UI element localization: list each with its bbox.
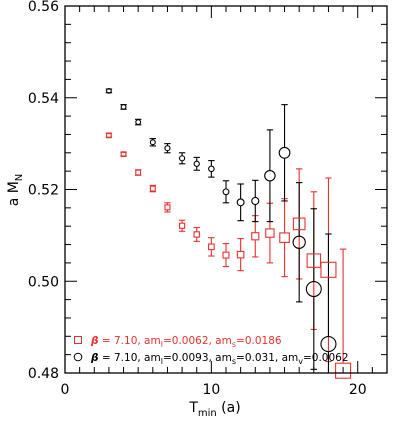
- legend-marker-square: [74, 336, 82, 344]
- data-point-square: [306, 253, 322, 268]
- legend-subscript: s: [232, 357, 236, 366]
- error-bar: [237, 183, 244, 222]
- legend-subscript: l: [161, 340, 163, 349]
- error-bar: [339, 248, 347, 364]
- legend-subscript: l: [161, 357, 163, 366]
- y-tick-label: 0.48: [28, 366, 59, 382]
- legend-beta-symbol: β: [90, 352, 99, 364]
- legend-text-part: =0.0062: [303, 352, 349, 364]
- legend-subscript: v: [298, 357, 303, 366]
- legend-label: β = 7.10, aml=0.0093, ams=0.031, amv=0.0…: [90, 352, 349, 366]
- tick-labels-group: 0 10 20 0.48 0.50 0.52 0.54 0.56: [28, 0, 367, 398]
- data-point-circle: [135, 119, 142, 125]
- markers-group: [106, 87, 352, 379]
- error-bars-group: [105, 88, 347, 373]
- error-bar: [208, 237, 215, 257]
- data-point-circle: [120, 104, 127, 110]
- y-axis-title: a MN: [6, 174, 25, 207]
- error-bar: [222, 243, 230, 268]
- legend-label: β = 7.10, aml=0.0062, ams=0.0186: [90, 335, 282, 349]
- y-axis-title-subscript: N: [14, 174, 25, 181]
- y-tick-label: 0.56: [28, 0, 59, 15]
- data-point-square: [251, 232, 260, 241]
- data-point-square: [292, 217, 306, 231]
- error-bar: [266, 129, 274, 223]
- data-point-circle: [264, 169, 276, 182]
- error-bar: [281, 104, 288, 202]
- y-tick-label: 0.54: [28, 91, 59, 107]
- y-tick-label: 0.50: [28, 274, 59, 290]
- error-bar: [193, 156, 200, 171]
- data-point-square: [135, 169, 142, 176]
- data-point-circle: [178, 155, 186, 162]
- data-point-square: [193, 231, 200, 238]
- legend-subscript: s: [232, 340, 236, 349]
- data-point-circle: [149, 139, 156, 146]
- data-point-square: [279, 232, 290, 243]
- data-point-circle: [320, 336, 337, 353]
- x-axis-title-subscript: min: [198, 408, 217, 419]
- data-point-circle: [292, 235, 306, 249]
- data-point-circle: [164, 145, 171, 152]
- data-point-circle: [106, 87, 112, 94]
- legend-text-part: =0.0062, am: [163, 335, 232, 347]
- legend-text-part: =0.0093, am: [163, 352, 232, 364]
- legend-text-part: =0.031, am: [236, 352, 298, 364]
- error-bar: [237, 238, 244, 272]
- y-axis-title-main: a M: [6, 181, 22, 206]
- error-bar: [222, 180, 230, 204]
- data-point-circle: [193, 160, 200, 167]
- x-axis-title: Tmin (a): [188, 400, 240, 419]
- data-point-circle: [305, 281, 322, 298]
- data-point-circle: [222, 188, 230, 196]
- data-point-square: [178, 222, 186, 229]
- plot-frame: [64, 5, 388, 374]
- data-point-square: [265, 228, 275, 238]
- data-point-square: [164, 204, 171, 211]
- legend-marker-circle: [73, 352, 83, 362]
- legend-text-part: = 7.10, am: [99, 335, 161, 347]
- data-point-square: [208, 243, 215, 251]
- data-point-circle: [278, 146, 291, 159]
- x-tick-label: 0: [61, 382, 70, 398]
- x-tick-label: 20: [349, 382, 367, 398]
- error-bar: [208, 160, 215, 178]
- data-point-square: [106, 132, 112, 139]
- data-point-square: [335, 362, 352, 379]
- x-axis-title-unit: (a): [217, 400, 241, 416]
- x-tick-label: 10: [202, 382, 220, 398]
- data-point-circle: [208, 165, 215, 173]
- error-bar: [252, 179, 259, 223]
- legend-beta-symbol: β: [90, 335, 99, 347]
- y-tick-label: 0.52: [28, 183, 59, 199]
- data-point-circle: [251, 196, 260, 206]
- data-point-square: [236, 250, 245, 259]
- error-bar: [193, 227, 200, 242]
- axis-ticks-group: [64, 5, 388, 374]
- data-point-square: [320, 261, 337, 278]
- x-axis-title-main: T: [188, 400, 198, 416]
- data-point-square: [149, 185, 156, 192]
- error-bar: [295, 182, 303, 303]
- data-point-square: [120, 151, 127, 158]
- error-bar: [281, 198, 288, 278]
- data-point-circle: [236, 198, 245, 207]
- legend-text-part: = 7.10, am: [99, 352, 161, 364]
- data-point-square: [222, 251, 230, 259]
- legend-text-part: =0.0186: [236, 335, 282, 347]
